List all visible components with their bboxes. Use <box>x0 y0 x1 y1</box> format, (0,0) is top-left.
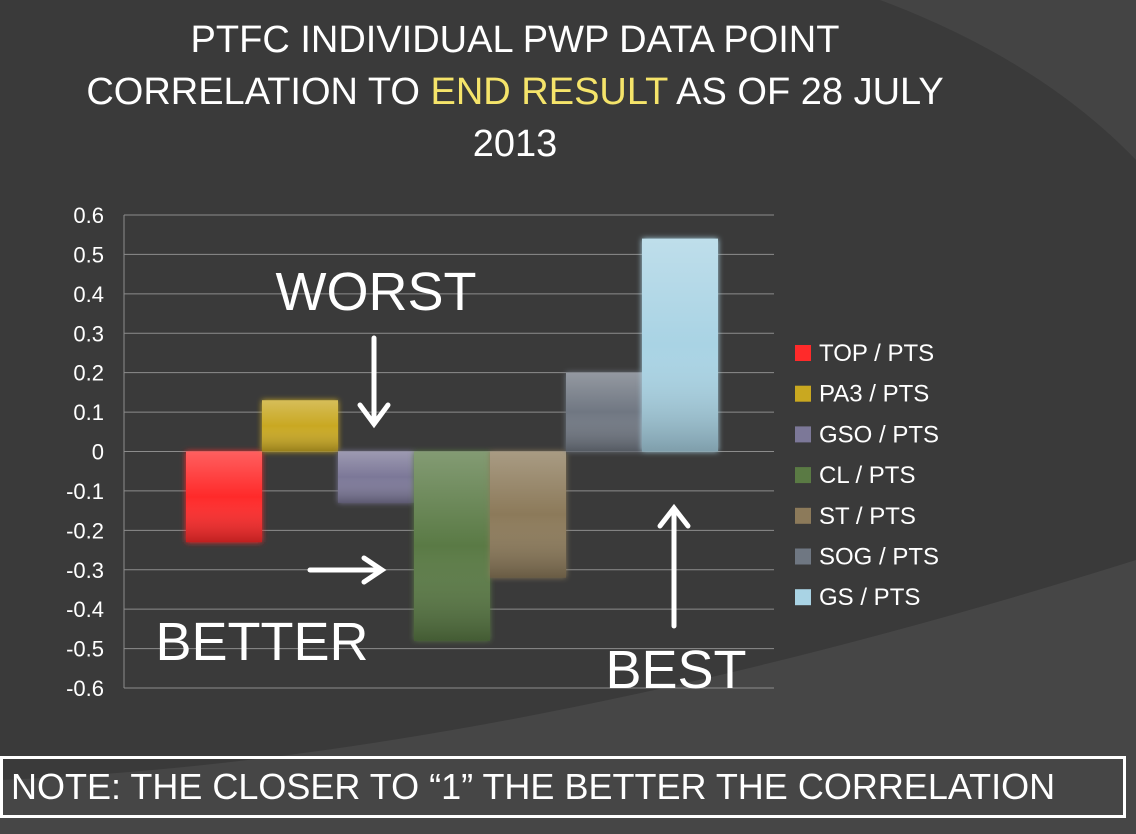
legend-item: SOG / PTS <box>795 544 939 571</box>
bar-cl-pts <box>414 451 490 641</box>
legend-swatch <box>795 589 811 606</box>
legend-label: PA3 / PTS <box>819 381 929 408</box>
legend-swatch <box>795 385 811 402</box>
legend-label: ST / PTS <box>819 503 916 530</box>
legend-item: CL / PTS <box>795 462 915 489</box>
legend-swatch <box>795 426 811 443</box>
y-axis-ticks: 0.6 0.5 0.4 0.3 0.2 0.1 0 -0.1 -0.2 -0.3 -0.4 -0.5 -… <box>66 203 104 701</box>
annotation-arrows <box>307 335 691 629</box>
y-tick-label: 0.3 <box>73 321 104 346</box>
bar-shading <box>186 451 262 543</box>
legend-swatch <box>795 345 811 361</box>
y-tick-label: 0 <box>92 440 104 465</box>
legend-label: GS / PTS <box>819 584 920 611</box>
y-tick-label: -0.1 <box>66 479 104 504</box>
bars <box>186 238 718 641</box>
chart-title: PTFC INDIVIDUAL PWP DATA POINT CORRELATI… <box>60 14 970 170</box>
better-label: BETTER <box>155 612 368 672</box>
legend-item: GS / PTS <box>795 584 920 611</box>
worst-label: WORST <box>276 262 477 322</box>
note-banner: NOTE: THE CLOSER TO “1” THE BETTER THE C… <box>0 756 1126 818</box>
legend-label: CL / PTS <box>819 462 915 489</box>
legend-swatch <box>795 548 811 565</box>
title-part-1: PTFC INDIVIDUAL PWP DATA POINT CORRELATI… <box>86 19 840 113</box>
bar-shading <box>338 451 414 503</box>
bar-shading <box>566 372 642 452</box>
y-tick-label: 0.2 <box>73 361 104 386</box>
bar-shading <box>490 451 566 578</box>
bar-gso-pts <box>338 451 414 503</box>
bar-gs-pts <box>642 238 718 452</box>
legend-label: GSO / PTS <box>819 421 939 448</box>
bar-shading <box>262 400 338 452</box>
legend-label: TOP / PTS <box>819 340 934 367</box>
legend-item: ST / PTS <box>795 503 916 530</box>
bar-pa3-pts <box>262 400 338 452</box>
title-highlight: END RESULT <box>430 71 668 113</box>
bar-sog-pts <box>566 372 642 452</box>
bar-shading <box>414 451 490 641</box>
y-tick-label: -0.6 <box>66 676 104 701</box>
y-tick-label: -0.5 <box>66 637 104 662</box>
legend-swatch <box>795 467 811 484</box>
y-tick-label: -0.4 <box>66 597 104 622</box>
bar-shading <box>642 238 718 452</box>
legend-swatch <box>795 507 811 524</box>
bar-st-pts <box>490 451 566 578</box>
best-arrowhead <box>657 503 691 529</box>
y-tick-label: 0.6 <box>73 203 104 228</box>
y-tick-label: 0.4 <box>73 282 104 307</box>
y-tick-label: -0.3 <box>66 558 104 583</box>
bar-top-pts <box>186 451 262 543</box>
legend-item: PA3 / PTS <box>795 381 929 408</box>
worst-arrowhead <box>357 402 391 429</box>
y-tick-label: -0.2 <box>66 518 104 543</box>
y-tick-label: 0.5 <box>73 242 104 267</box>
legend-item: TOP / PTS <box>795 340 934 367</box>
y-tick-label: 0.1 <box>73 400 104 425</box>
legend-item: GSO / PTS <box>795 421 939 448</box>
legend-label: SOG / PTS <box>819 544 939 571</box>
legend: TOP / PTS PA3 / PTS GSO / PTS CL / PTS ST / … <box>795 340 939 611</box>
title-part-2: AS OF 28 JULY 2013 <box>472 71 944 165</box>
better-arrowhead <box>361 555 387 585</box>
best-label: BEST <box>605 640 746 700</box>
